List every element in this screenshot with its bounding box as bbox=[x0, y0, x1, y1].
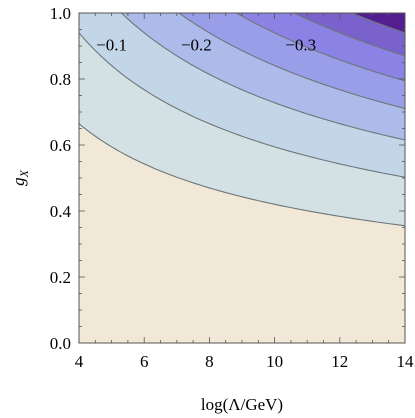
contour-line-6 bbox=[293, 13, 405, 57]
y-tick-label: 0.6 bbox=[50, 136, 71, 155]
x-tick-label: 8 bbox=[205, 352, 214, 371]
contour-labels: −0.1 −0.2 −0.3 bbox=[96, 35, 316, 54]
contour-band-6 bbox=[294, 13, 405, 56]
contour-line-5 bbox=[236, 13, 405, 82]
contour-line-2 bbox=[79, 32, 405, 178]
plot-area bbox=[79, 13, 405, 343]
contour-line-7 bbox=[351, 13, 405, 34]
x-tick-label: 12 bbox=[331, 352, 348, 371]
x-tick-label: 4 bbox=[75, 352, 84, 371]
contour-label-2: −0.2 bbox=[181, 35, 212, 54]
contour-line-4 bbox=[178, 13, 405, 110]
x-axis-label: log(Λ/GeV) bbox=[201, 395, 283, 414]
x-tick-label: 6 bbox=[140, 352, 149, 371]
y-tick-label: 0.2 bbox=[50, 268, 71, 287]
contour-line-1 bbox=[79, 123, 405, 227]
x-tick-label: 10 bbox=[266, 352, 283, 371]
contour-label-3: −0.3 bbox=[285, 35, 316, 54]
y-axis-label-main: g bbox=[9, 177, 28, 186]
y-tick-label: 0.0 bbox=[50, 334, 71, 353]
y-tick-label: 0.4 bbox=[50, 202, 72, 221]
y-tick-label: 0.8 bbox=[50, 70, 71, 89]
y-axis-label-subscript: X bbox=[17, 169, 31, 178]
contour-label-1: −0.1 bbox=[96, 35, 127, 54]
y-tick-label: 1.0 bbox=[50, 4, 71, 23]
contour-fill-regions bbox=[79, 13, 405, 343]
contour-line-3 bbox=[121, 13, 405, 141]
x-tick-label: 14 bbox=[397, 352, 415, 371]
y-axis-label: gX bbox=[9, 169, 31, 186]
contour-lines bbox=[79, 13, 405, 227]
y-axis: 0.0 0.2 0.4 0.6 0.8 1.0 bbox=[50, 4, 405, 353]
x-axis: 4 6 8 10 12 14 bbox=[75, 13, 414, 371]
